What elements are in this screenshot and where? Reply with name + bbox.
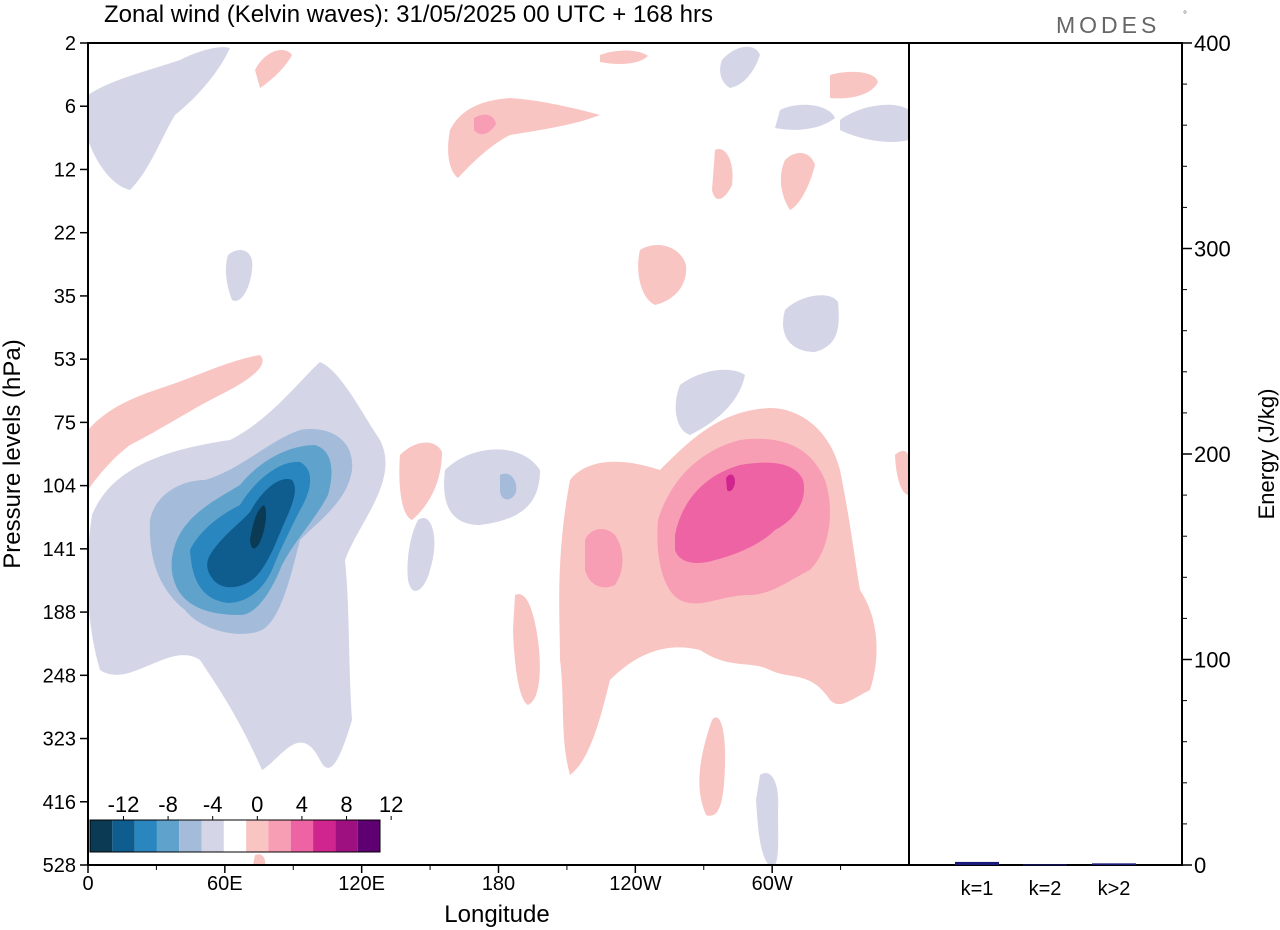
contour-pos-4-c [474,114,496,135]
colorbar-label: 4 [296,792,308,817]
energy-bar [955,861,999,865]
colorbar-swatch [179,820,202,852]
energy-tick-label: 0 [1194,853,1206,878]
contour-pos-2-b [88,355,263,490]
energy-bar [1023,864,1067,866]
contour-neg-2-e [783,295,839,352]
y-tick-label: 35 [54,286,76,308]
contour-neg-2-i [720,46,760,88]
y-tick-label: 75 [54,412,76,434]
brand-mark: ° [1183,10,1187,21]
contour-pos-2-l [895,450,909,495]
contour-pos-2-h [780,153,815,210]
colorbar-swatch [201,820,224,852]
y-tick-label: 22 [54,223,76,245]
contour-neg-2-d [675,369,745,435]
colorbar-swatch [223,820,247,852]
x-tick-label: 60W [752,873,793,895]
contour-pos-6 [675,462,805,563]
energy-tick-label: 400 [1194,31,1231,56]
colorbar-label: -4 [203,792,223,817]
contour-pos-2-n [253,854,266,865]
contour-pos-2-i [712,149,733,200]
contour-pos-8 [726,474,735,492]
colorbar-swatch [335,820,358,852]
y-tick-label: 12 [54,159,76,181]
y-tick-label: 323 [43,729,76,751]
colorbar-swatch [313,820,336,852]
x-tick-label: 120E [338,873,385,895]
colorbar-label: -8 [158,792,178,817]
contour-neg-4-b [500,473,517,500]
colorbar-label: 0 [251,792,263,817]
y-tick-label: 248 [43,665,76,687]
energy-tick-label: 300 [1194,237,1231,262]
energy-bar [1092,863,1136,865]
contour-pos-2-c [448,98,600,178]
y-tick-label: 104 [43,476,76,498]
contour-neg-10 [207,479,295,588]
y-tick-label: 416 [43,792,76,814]
colorbar-swatch [290,820,314,852]
x-axis-label: Longitude [444,901,549,928]
energy-frame [908,42,1183,866]
contour-neg-2-k [840,104,909,142]
colorbar-label: -12 [108,792,140,817]
contour-pos-2-k [255,50,292,88]
energy-bars: k=1 k=2 k>2 [955,861,1136,900]
contour-neg-12 [250,505,267,549]
contour-neg-2-c [407,518,435,591]
y-tick-label: 53 [54,349,76,371]
contour-field [88,46,909,865]
colorbar-swatch [90,820,113,852]
contour-pos-2-g [638,245,687,305]
y-tick-label: 528 [43,855,76,877]
contour-neg-2-j [775,104,835,130]
colorbar-swatch [112,820,135,852]
contour-pos-4 [585,528,623,588]
x-axis: 0 60E 120E 180 120W 60W [82,865,842,895]
positive-contours [88,50,909,865]
contour-neg-2-f [88,47,230,191]
y-tick-label: 6 [65,96,76,118]
colorbar-swatch [357,820,380,852]
colorbar-label: 12 [379,792,403,817]
colorbar: -12 -8 -4 0 4 8 12 [89,792,403,853]
colorbar-swatch [268,820,291,852]
colorbar-swatch [156,820,180,852]
contour-neg-2-h [756,773,779,865]
colorbar-frame [89,819,381,853]
colorbar-label: 8 [340,792,352,817]
contour-neg-2-b [444,449,540,525]
brand-logo: MODES ° [1056,10,1187,38]
y-tick-label: 188 [43,602,76,624]
x-tick-label: 120W [609,873,661,895]
energy-category-label: k=1 [961,878,994,900]
energy-axis-label: Energy (J/kg) [1254,389,1279,520]
contour-pos-2-m [600,50,648,64]
energy-axis: 0 100 200 300 400 [1182,31,1231,878]
chart-title: Zonal wind (Kelvin waves): 31/05/2025 00… [104,1,713,28]
contour-pos-2-j [830,71,878,99]
x-tick-label: 180 [482,873,515,895]
y-axis-label: Pressure levels (hPa) [0,339,26,568]
y-axis: 2 6 12 22 35 53 75 104 141 188 248 323 416 528 [43,33,88,877]
contour-pos-2-e [513,594,540,705]
colorbar-swatch [134,820,157,852]
energy-tick-label: 100 [1194,648,1231,673]
x-tick-label: 60E [207,873,243,895]
colorbar-swatch [246,820,269,852]
energy-category-label: k=2 [1029,878,1062,900]
y-tick-label: 141 [43,539,76,561]
x-tick-label: 0 [82,873,93,895]
contour-neg-2-g [225,250,253,301]
brand-text: MODES [1056,12,1160,38]
y-tick-label: 2 [65,33,76,55]
contour-pos-2-f [699,717,726,816]
energy-tick-label: 200 [1194,442,1231,467]
negative-contours [88,46,909,865]
energy-category-label: k>2 [1098,878,1131,900]
contour-pos-2-d [399,442,442,520]
